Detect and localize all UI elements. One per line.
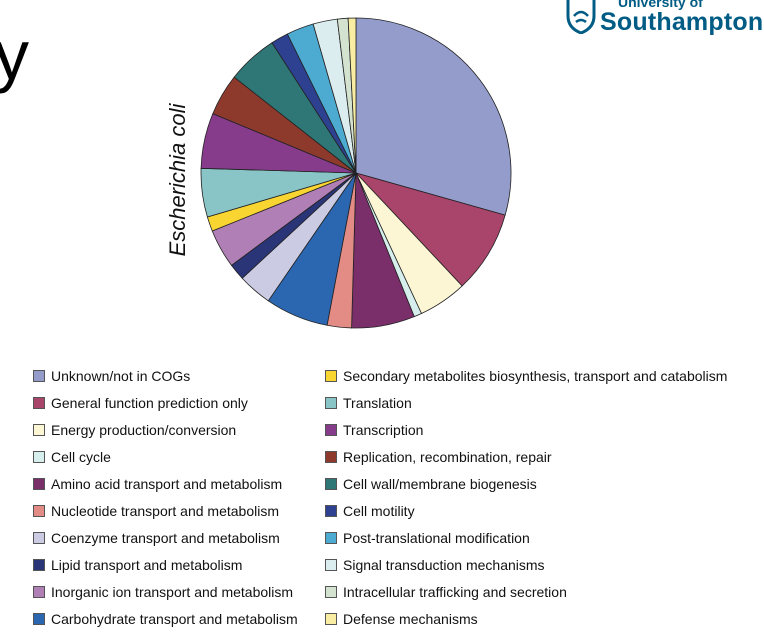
legend-swatch [33, 396, 45, 409]
legend-label: Translation [343, 394, 412, 411]
legend-swatch [325, 504, 337, 517]
legend-swatch [325, 423, 337, 436]
legend-label: General function prediction only [51, 394, 248, 411]
legend-label: Nucleotide transport and metabolism [51, 502, 280, 519]
pie-slice-1 [354, 172, 506, 287]
pie-chart [200, 17, 512, 329]
logo-southampton: Southampton [600, 8, 764, 36]
legend-label: Coenzyme transport and metabolism [51, 529, 280, 546]
legend-item: Signal transduction mechanisms [325, 551, 727, 578]
legend-swatch [325, 369, 337, 382]
legend-swatch [33, 531, 45, 544]
legend-item: Secondary metabolites biosynthesis, tran… [325, 362, 727, 389]
pie-slice-0 [355, 17, 512, 216]
legend-item: Unknown/not in COGs [33, 362, 298, 389]
university-logo: University of Southampton [560, 0, 764, 40]
legend-item: Nucleotide transport and metabolism [33, 497, 298, 524]
legend-swatch [33, 558, 45, 571]
legend-label: Energy production/conversion [51, 421, 237, 438]
legend-label: Cell wall/membrane biogenesis [343, 475, 537, 492]
legend-swatch [33, 477, 45, 490]
legend-label: Transcription [343, 421, 424, 438]
legend-item: Carbohydrate transport and metabolism [33, 605, 298, 632]
legend-item: Translation [325, 389, 727, 416]
legend-label: Carbohydrate transport and metabolism [51, 610, 298, 627]
legend-label: Signal transduction mechanisms [343, 556, 545, 573]
legend-swatch [325, 558, 337, 571]
partial-title-text: y [0, 16, 29, 94]
legend-item: Post-translational modification [325, 524, 727, 551]
legend-label: Secondary metabolites biosynthesis, tran… [343, 367, 728, 384]
legend-label: Cell cycle [51, 448, 111, 465]
legend-swatch [33, 504, 45, 517]
legend-swatch [325, 531, 337, 544]
legend-swatch [33, 450, 45, 463]
legend-item: Transcription [325, 416, 727, 443]
legend-label: Intracellular trafficking and secretion [343, 583, 567, 600]
legend-label: Cell motility [343, 502, 415, 519]
legend-swatch [325, 612, 337, 625]
legend-label: Replication, recombination, repair [343, 448, 552, 465]
legend-item: Amino acid transport and metabolism [33, 470, 298, 497]
legend-item: Cell wall/membrane biogenesis [325, 470, 727, 497]
legend-label: Post-translational modification [343, 529, 530, 546]
legend-item: Cell cycle [33, 443, 298, 470]
legend-item: General function prediction only [33, 389, 298, 416]
legend-swatch [33, 585, 45, 598]
legend-swatch [325, 450, 337, 463]
legend-label: Lipid transport and metabolism [51, 556, 243, 573]
legend-item: Lipid transport and metabolism [33, 551, 298, 578]
legend-column-right: Secondary metabolites biosynthesis, tran… [325, 362, 727, 632]
legend-column-left: Unknown/not in COGs General function pred… [33, 362, 298, 632]
legend-label: Defense mechanisms [343, 610, 478, 627]
pie-slice-19 [347, 17, 357, 174]
legend-swatch [325, 585, 337, 598]
legend-swatch [325, 477, 337, 490]
legend-item: Energy production/conversion [33, 416, 298, 443]
legend-item: Inorganic ion transport and metabolism [33, 578, 298, 605]
legend-item: Cell motility [325, 497, 727, 524]
legend-swatch [33, 423, 45, 436]
legend-item: Coenzyme transport and metabolism [33, 524, 298, 551]
crest-icon [566, 0, 596, 34]
legend-label: Unknown/not in COGs [51, 367, 191, 384]
legend-label: Amino acid transport and metabolism [51, 475, 283, 492]
legend-item: Replication, recombination, repair [325, 443, 727, 470]
logo-university-of: University of [618, 0, 703, 10]
legend-swatch [325, 396, 337, 409]
legend-swatch [33, 369, 45, 382]
legend-swatch [33, 612, 45, 625]
legend-item: Defense mechanisms [325, 605, 727, 632]
chart-legend: Unknown/not in COGs General function pred… [33, 362, 764, 630]
legend-item: Intracellular trafficking and secretion [325, 578, 727, 605]
legend-label: Inorganic ion transport and metabolism [51, 583, 294, 600]
